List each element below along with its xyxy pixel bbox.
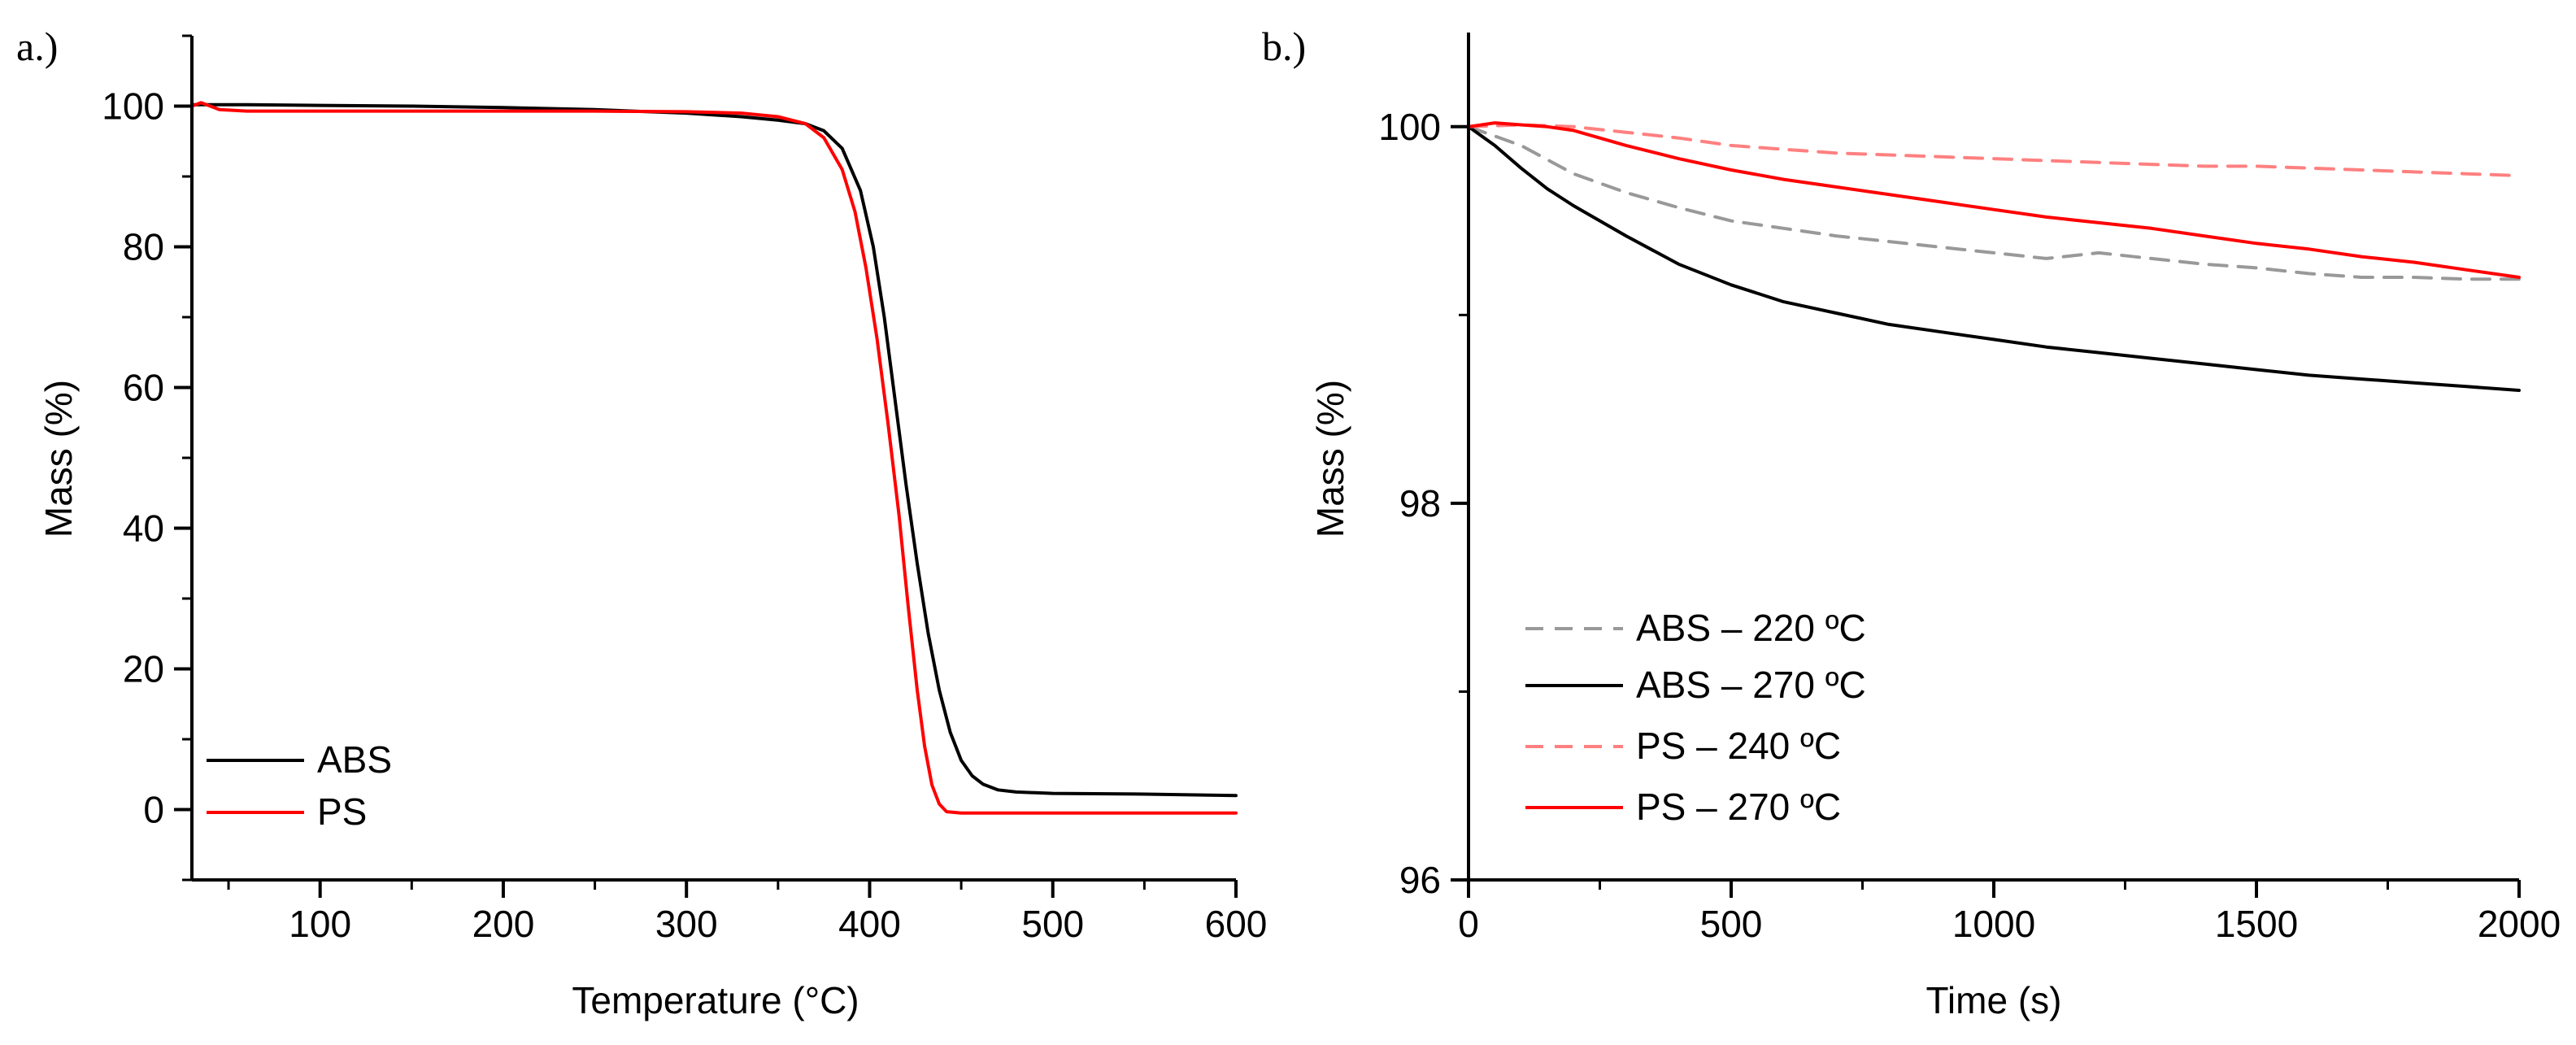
panel-a-x-tick-label: 300 [655,903,718,945]
panel-a-x-tick-label: 100 [289,903,351,945]
panel-b-x-axis-label: Time (s) [1926,979,2062,1021]
legend-label-ps-240: PS – 240 ºC [1636,725,1841,767]
panel-b-label: b.) [1262,24,1306,69]
panel-b-x-tick-label: 500 [1700,903,1763,945]
panel-a-tga-temperature: a.) 100 200 300 400 500 600 0 20 40 60 80 100 Tempe… [16,24,1267,1021]
panel-a-x-tick-label: 600 [1205,903,1268,945]
panel-b-x-tick-label: 1500 [2215,903,2298,945]
panel-b-y-axis-label: Mass (%) [1309,380,1351,538]
panel-a-y-tick-label: 20 [123,648,164,690]
panel-b-x-tick-label: 2000 [2478,903,2561,945]
panel-b-series-2 [1467,123,2521,177]
panel-b-y-tick-label: 100 [1378,106,1441,148]
panel-a-y-tick-label: 60 [123,367,164,409]
panel-b-legend: ABS – 220 ºC ABS – 270 ºC PS – 240 ºC PS… [1525,607,1866,828]
panel-a-y-tick-label: 0 [143,789,164,831]
panel-b-x-tick-label: 0 [1458,903,1479,945]
panel-b-ticks: 0 500 1000 1500 2000 96 98 100 [1378,106,2561,945]
panel-b-y-tick-label: 98 [1399,482,1441,525]
panel-b-x-tick-label: 1000 [1952,903,2035,945]
legend-label-abs-270: ABS – 270 ºC [1636,664,1866,706]
legend-label-abs-220: ABS – 220 ºC [1636,607,1866,649]
panel-a-y-tick-label: 40 [123,507,164,550]
panel-b-series-3 [1467,121,2521,279]
legend-label-abs: ABS [317,738,392,781]
panel-b-series-0 [1467,124,2521,281]
panel-a-series-0 [190,102,1238,798]
legend-label-ps: PS [317,790,367,833]
panel-a-series-group [190,101,1238,815]
panel-a-y-axis-label: Mass (%) [37,380,80,538]
panel-b-series-1 [1467,124,2521,392]
panel-a-x-axis-label: Temperature (°C) [572,979,859,1021]
panel-a-x-tick-label: 400 [838,903,901,945]
legend-label-ps-270: PS – 270 ºC [1636,786,1841,828]
panel-a-series-1 [190,101,1238,815]
panel-a-legend: ABS PS [207,738,392,833]
panel-a-x-tick-label: 500 [1021,903,1084,945]
panel-b-isothermal-time: b.) 0 500 1000 1500 2000 96 98 100 Time (s) Mas… [1262,24,2561,1021]
panel-a-ticks: 100 200 300 400 500 600 0 20 40 60 80 100 [102,34,1268,945]
panel-a-x-tick-label: 200 [472,903,535,945]
panel-a-label: a.) [16,24,58,69]
panel-a-y-tick-label: 100 [102,85,164,128]
panel-b-y-tick-label: 96 [1399,859,1441,901]
panel-a-y-tick-label: 80 [123,226,164,268]
panel-b-series-group [1467,121,2521,392]
